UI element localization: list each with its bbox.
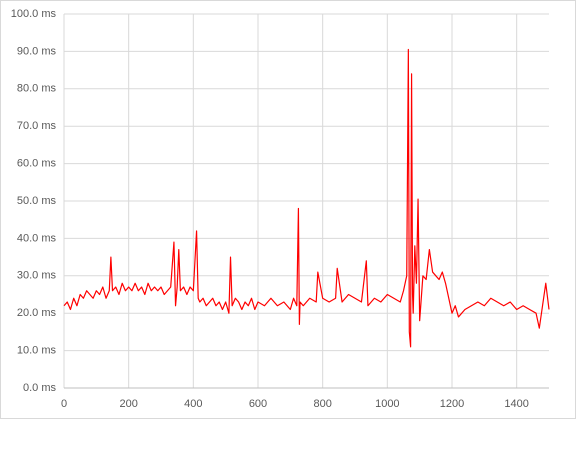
- y-tick-label: 80.0 ms: [17, 83, 57, 95]
- y-tick-label: 50.0 ms: [17, 195, 57, 207]
- x-tick-label: 1400: [504, 398, 528, 410]
- y-tick-label: 20.0 ms: [17, 307, 57, 319]
- y-tick-label: 100.0 ms: [11, 8, 57, 20]
- x-tick-label: 200: [119, 398, 137, 410]
- y-tick-label: 10.0 ms: [17, 345, 57, 357]
- x-tick-label: 600: [249, 398, 267, 410]
- y-tick-label: 70.0 ms: [17, 120, 57, 132]
- y-tick-label: 40.0 ms: [17, 232, 57, 244]
- y-tick-label: 90.0 ms: [17, 45, 57, 57]
- x-tick-label: 400: [184, 398, 202, 410]
- y-tick-label: 60.0 ms: [17, 158, 57, 170]
- chart-frame: [0, 0, 576, 419]
- x-tick-label: 0: [61, 398, 67, 410]
- x-tick-label: 1000: [375, 398, 399, 410]
- y-tick-label: 30.0 ms: [17, 270, 57, 282]
- y-tick-label: 0.0 ms: [23, 382, 57, 394]
- x-tick-label: 800: [313, 398, 331, 410]
- x-tick-label: 1200: [440, 398, 464, 410]
- data-line: [63, 48, 550, 348]
